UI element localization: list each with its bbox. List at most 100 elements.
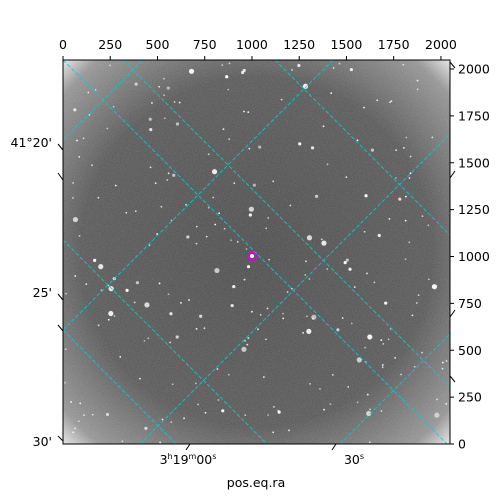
- star: [73, 108, 77, 112]
- star: [217, 399, 220, 401]
- star: [363, 230, 366, 233]
- star: [347, 386, 350, 388]
- star: [436, 398, 438, 401]
- right-y-tick-label: 1750: [458, 108, 490, 123]
- star: [323, 408, 325, 411]
- star: [148, 244, 151, 247]
- star: [221, 64, 224, 66]
- star: [151, 102, 153, 104]
- star: [266, 307, 269, 310]
- star: [258, 145, 262, 149]
- star: [288, 429, 290, 432]
- star: [85, 283, 88, 286]
- star: [314, 194, 319, 198]
- star: [172, 173, 176, 177]
- star: [72, 196, 74, 199]
- star: [416, 88, 419, 91]
- star: [282, 317, 285, 320]
- star: [322, 125, 325, 128]
- star: [113, 315, 116, 317]
- star: [302, 83, 309, 89]
- dec-tick: [57, 324, 64, 332]
- star: [112, 105, 115, 108]
- star: [320, 238, 323, 241]
- star: [356, 401, 359, 404]
- star: [416, 79, 419, 82]
- dec-tick: [57, 293, 64, 301]
- star: [366, 272, 368, 275]
- star: [245, 248, 248, 250]
- star: [311, 314, 317, 320]
- star: [225, 75, 229, 79]
- axes-frame: [62, 59, 451, 445]
- grid-line: [274, 60, 450, 236]
- star: [252, 183, 256, 187]
- star: [64, 381, 66, 384]
- star: [413, 365, 416, 368]
- star: [223, 227, 226, 230]
- target-marker: [247, 251, 257, 262]
- grid-line: [63, 239, 268, 444]
- star: [147, 337, 150, 340]
- dec-tick-label: 41°20': [11, 135, 53, 150]
- star: [65, 292, 67, 295]
- star: [180, 301, 182, 304]
- star: [309, 382, 312, 385]
- star: [277, 409, 280, 412]
- star: [282, 312, 284, 315]
- sky-image: [63, 60, 450, 444]
- star: [78, 235, 81, 237]
- star: [405, 195, 407, 198]
- star: [431, 284, 438, 290]
- top-x-axis: 0 250 500 750 1000 1250 1500 1750 2000: [59, 37, 457, 60]
- star: [367, 334, 373, 340]
- star: [387, 338, 390, 341]
- grid-line: [339, 333, 450, 444]
- star: [211, 169, 218, 175]
- star: [329, 403, 332, 406]
- star: [169, 312, 173, 316]
- star: [97, 196, 100, 199]
- star: [248, 213, 252, 217]
- star: [302, 331, 305, 334]
- star: [134, 82, 138, 86]
- star: [97, 324, 100, 327]
- star: [305, 260, 307, 263]
- star: [70, 401, 72, 403]
- star: [394, 177, 397, 179]
- star: [72, 182, 74, 184]
- star: [304, 274, 307, 276]
- top-x-tick-label: 1500: [331, 37, 363, 52]
- star: [308, 278, 311, 280]
- star: [167, 172, 170, 175]
- star: [72, 216, 79, 223]
- star: [159, 441, 162, 444]
- star: [125, 288, 129, 292]
- star: [368, 441, 371, 444]
- star: [143, 339, 146, 342]
- star: [163, 77, 165, 80]
- star: [195, 225, 198, 228]
- star: [441, 361, 444, 364]
- star: [207, 206, 210, 209]
- grid-line: [63, 329, 177, 444]
- star: [373, 281, 376, 284]
- star: [218, 212, 221, 215]
- star: [312, 317, 314, 320]
- star: [77, 420, 80, 423]
- star: [381, 366, 384, 369]
- star: [121, 440, 124, 443]
- star: [214, 223, 217, 226]
- star: [83, 414, 86, 417]
- star: [376, 99, 379, 102]
- star: [265, 227, 268, 230]
- star: [91, 413, 94, 416]
- star: [195, 242, 198, 245]
- star: [363, 106, 365, 109]
- wcs-tick: [449, 375, 456, 383]
- top-x-tick-label: 0: [59, 37, 67, 52]
- star: [404, 219, 407, 222]
- star: [163, 94, 165, 97]
- star: [171, 383, 174, 386]
